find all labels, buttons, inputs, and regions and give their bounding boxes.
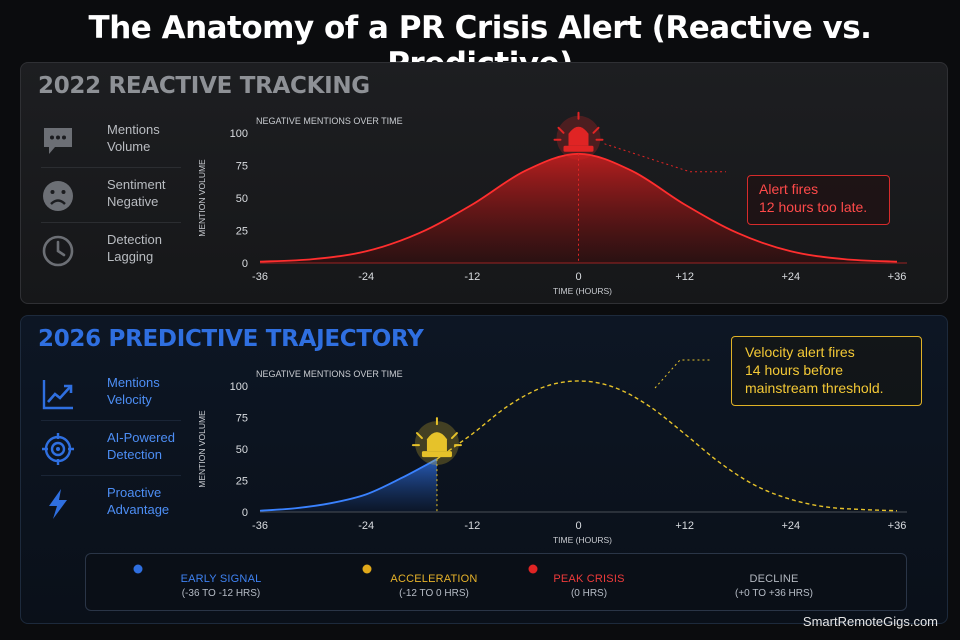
divider bbox=[41, 222, 181, 223]
metric-label: Sentiment Negative bbox=[107, 177, 166, 209]
metric-label: Mentions Volume bbox=[107, 122, 160, 154]
x-tick-label: -24 bbox=[358, 271, 374, 283]
reactive-alert-callout: Alert fires 12 hours too late. bbox=[747, 175, 890, 225]
timeline-dot-early bbox=[133, 564, 143, 574]
siren-ray bbox=[557, 126, 565, 134]
predictive-chart: NEGATIVE MENTIONS OVER TIME MENTION VOLUM… bbox=[197, 359, 907, 545]
metric-label: Detection Lagging bbox=[107, 232, 162, 264]
x-tick-label: +12 bbox=[675, 271, 694, 283]
y-tick-label: 100 bbox=[230, 381, 248, 393]
phase-range: (-12 TO 0 HRS) bbox=[399, 588, 469, 599]
y-tick-label: 0 bbox=[242, 507, 248, 519]
series-area bbox=[260, 459, 437, 512]
callout-leader-line bbox=[654, 359, 710, 389]
siren-dome bbox=[426, 432, 447, 452]
siren-base bbox=[421, 451, 452, 458]
metric-mentions-volume: Mentions Volume bbox=[41, 121, 181, 163]
divider bbox=[41, 420, 181, 421]
y-tick-label: 75 bbox=[236, 161, 248, 173]
x-axis-label: TIME (HOURS) bbox=[553, 286, 612, 296]
phase-range: (0 HRS) bbox=[570, 588, 608, 599]
phase-range: (+0 TO +36 HRS) bbox=[735, 588, 813, 599]
reactive-panel: 2022 REACTIVE TRACKING Mentions Volume S… bbox=[20, 62, 948, 304]
phase-range: (-36 TO -12 HRS) bbox=[181, 588, 261, 599]
metric-detection-lagging: Detection Lagging bbox=[41, 231, 181, 273]
phase-name: EARLY SIGNAL bbox=[180, 573, 262, 585]
footer-site: SmartRemoteGigs.com bbox=[802, 614, 938, 629]
y-tick-label: 25 bbox=[236, 226, 248, 238]
x-tick-label: -36 bbox=[252, 271, 268, 283]
predictive-heading: 2026 PREDICTIVE TRAJECTORY bbox=[38, 326, 424, 352]
metric-label: Mentions Velocity bbox=[107, 375, 160, 407]
yellow-siren-icon bbox=[411, 417, 462, 466]
red-siren-icon bbox=[553, 111, 604, 160]
x-tick-label: -36 bbox=[252, 520, 268, 532]
siren-ray bbox=[592, 126, 600, 134]
chart-title: NEGATIVE MENTIONS OVER TIME bbox=[256, 116, 403, 126]
divider bbox=[41, 167, 181, 168]
metric-sentiment-negative: Sentiment Negative bbox=[41, 176, 181, 218]
timeline-dot-peak bbox=[528, 564, 538, 574]
phase-name: DECLINE bbox=[749, 573, 799, 585]
phase-name: ACCELERATION bbox=[390, 573, 478, 585]
target-icon bbox=[42, 433, 74, 465]
predictive-alert-callout: Velocity alert fires 14 hours before mai… bbox=[731, 336, 922, 406]
x-tick-label: -12 bbox=[464, 520, 480, 532]
x-tick-label: 0 bbox=[575, 271, 581, 283]
lightning-icon bbox=[49, 489, 67, 519]
metric-label: AI-Powered Detection bbox=[107, 430, 175, 462]
series-area bbox=[260, 153, 897, 263]
speech-bubble-icon bbox=[44, 128, 72, 154]
phase-peak-crisis: PEAK CRISIS (0 HRS) bbox=[509, 573, 669, 599]
x-tick-label: +36 bbox=[888, 520, 907, 532]
divider bbox=[41, 475, 181, 476]
metric-mentions-velocity: Mentions Velocity bbox=[41, 374, 181, 416]
y-tick-label: 50 bbox=[236, 444, 248, 456]
series-line bbox=[259, 458, 438, 512]
y-tick-label: 75 bbox=[236, 413, 248, 425]
x-tick-label: -12 bbox=[464, 271, 480, 283]
metric-ai-detection: AI-Powered Detection bbox=[41, 429, 181, 471]
metric-proactive-advantage: Proactive Advantage bbox=[41, 484, 181, 526]
phase-name: PEAK CRISIS bbox=[553, 573, 625, 585]
trend-up-icon bbox=[42, 380, 73, 410]
timeline-track bbox=[133, 564, 886, 574]
phase-decline: DECLINE (+0 TO +36 HRS) bbox=[694, 573, 854, 599]
y-tick-label: 50 bbox=[236, 193, 248, 205]
sad-face-icon bbox=[43, 181, 73, 211]
x-tick-label: +36 bbox=[888, 271, 907, 283]
siren-base bbox=[563, 145, 594, 152]
reactive-chart: NEGATIVE MENTIONS OVER TIME MENTION VOLUM… bbox=[197, 111, 907, 296]
x-tick-label: -24 bbox=[358, 520, 374, 532]
x-tick-label: 0 bbox=[575, 520, 581, 532]
x-tick-label: +24 bbox=[781, 271, 800, 283]
y-tick-label: 100 bbox=[230, 128, 248, 140]
y-axis-label: MENTION VOLUME bbox=[197, 410, 207, 488]
x-tick-label: +12 bbox=[675, 520, 694, 532]
metric-label: Proactive Advantage bbox=[107, 485, 170, 517]
x-axis-label: TIME (HOURS) bbox=[553, 535, 612, 545]
y-tick-label: 0 bbox=[242, 258, 248, 270]
phase-early-signal: EARLY SIGNAL (-36 TO -12 HRS) bbox=[141, 573, 301, 599]
timeline-dot-acceleration bbox=[362, 564, 372, 574]
clock-icon bbox=[42, 235, 74, 267]
series-projection-line bbox=[436, 380, 898, 512]
chart-title: NEGATIVE MENTIONS OVER TIME bbox=[256, 369, 403, 379]
siren-ray bbox=[415, 432, 423, 440]
reactive-heading: 2022 REACTIVE TRACKING bbox=[38, 73, 370, 99]
x-tick-label: +24 bbox=[781, 520, 800, 532]
crisis-timeline: EARLY SIGNAL (-36 TO -12 HRS) ACCELERATI… bbox=[85, 553, 907, 611]
phase-acceleration: ACCELERATION (-12 TO 0 HRS) bbox=[354, 573, 514, 599]
y-tick-label: 25 bbox=[236, 476, 248, 488]
siren-ray bbox=[450, 432, 458, 440]
siren-dome bbox=[568, 126, 589, 146]
y-axis-label: MENTION VOLUME bbox=[197, 159, 207, 237]
